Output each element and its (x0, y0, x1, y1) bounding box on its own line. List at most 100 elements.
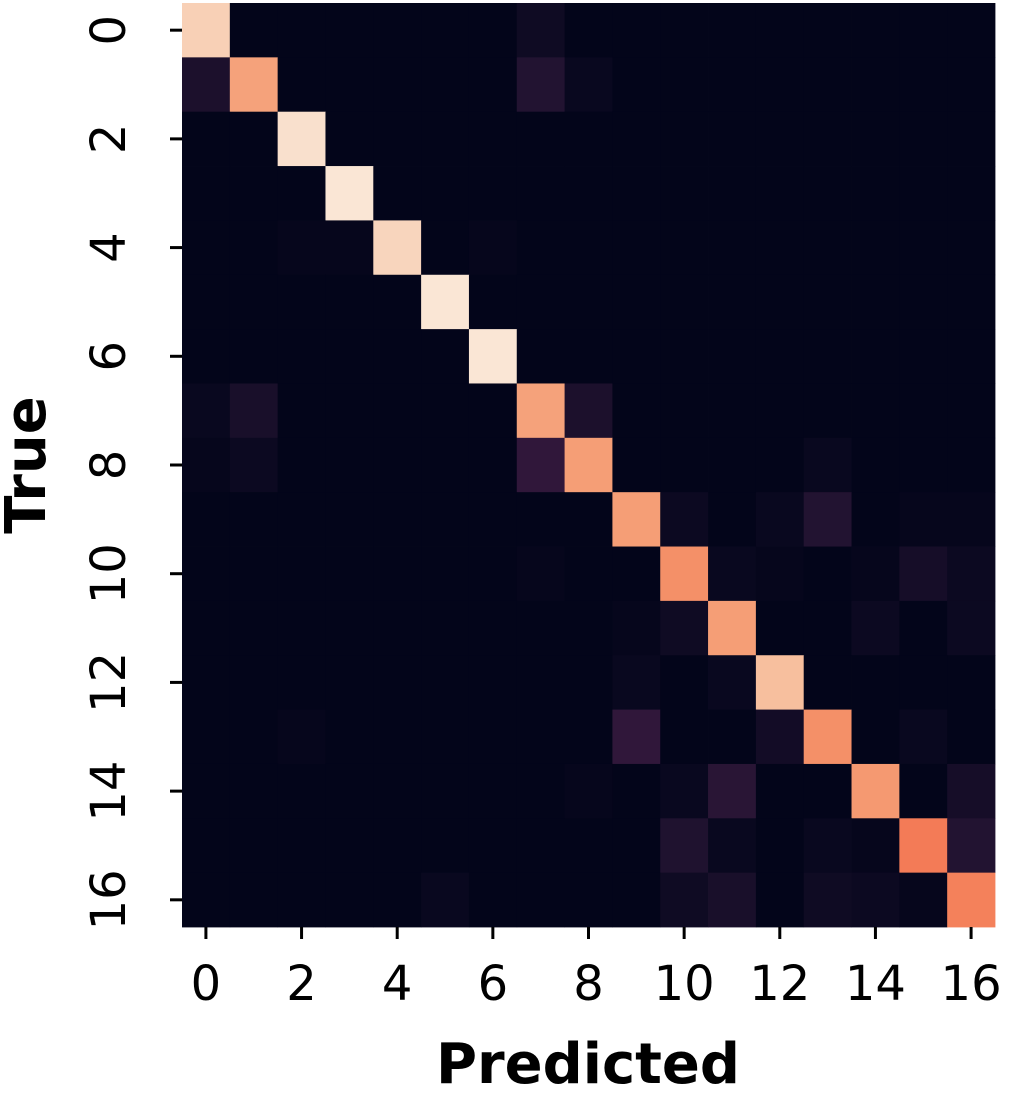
heatmap-cell (708, 383, 757, 439)
heatmap-cell (229, 383, 279, 439)
heatmap-cell (277, 709, 326, 765)
heatmap-cell (660, 220, 709, 276)
heatmap-cell (755, 872, 805, 928)
heatmap-cell (947, 274, 996, 330)
heatmap-cell (373, 3, 422, 58)
y-tick-label: 4 (81, 232, 137, 263)
heatmap-cell (755, 709, 805, 765)
heatmap-cell (755, 600, 805, 656)
heatmap-cell (182, 383, 231, 439)
heatmap-cell (708, 818, 757, 874)
heatmap-cell (708, 3, 757, 58)
heatmap-cell (851, 600, 900, 656)
heatmap-cell (564, 872, 613, 928)
heatmap-cell (421, 111, 470, 167)
heatmap-cell (899, 3, 948, 58)
heatmap-cell (564, 600, 613, 656)
heatmap-cell (947, 166, 996, 221)
heatmap-cell (947, 763, 996, 819)
heatmap-cell (182, 274, 231, 330)
heatmap-cell (851, 3, 900, 58)
heatmap-cell (421, 166, 470, 221)
heatmap-cell (468, 600, 518, 656)
heatmap-cell (660, 111, 709, 167)
heatmap-cell (564, 818, 613, 874)
heatmap-cell (612, 818, 661, 874)
heatmap-cell (373, 763, 422, 819)
heatmap-cell (803, 600, 852, 656)
heatmap-cell (851, 709, 900, 765)
heatmap-cell (803, 872, 852, 928)
heatmap-cell (899, 57, 948, 113)
heatmap-cell (325, 600, 374, 656)
heatmap-cell (660, 492, 709, 547)
heatmap-cell (182, 492, 231, 547)
heatmap-cell (660, 383, 709, 439)
heatmap-cell (851, 818, 900, 874)
heatmap-cell (803, 383, 852, 439)
heatmap-cell (708, 600, 757, 656)
heatmap-cell (564, 655, 613, 710)
heatmap-cell (182, 111, 231, 167)
heatmap-cell (468, 274, 518, 330)
heatmap-cell (182, 57, 231, 113)
heatmap-cell (229, 492, 279, 547)
heatmap-cell (325, 492, 374, 547)
heatmap-cell (899, 600, 948, 656)
heatmap-cell (660, 546, 709, 602)
heatmap-cell (899, 492, 948, 547)
heatmap-cell (612, 655, 661, 710)
heatmap-cell (516, 546, 565, 602)
heatmap-cell (612, 383, 661, 439)
heatmap-cell (755, 437, 805, 493)
heatmap-cell (325, 3, 374, 58)
heatmap-cell (803, 57, 852, 113)
heatmap-cell (182, 763, 231, 819)
heatmap-cell (373, 220, 422, 276)
heatmap-cell (516, 383, 565, 439)
heatmap-cell (325, 709, 374, 765)
heatmap-cell (516, 274, 565, 330)
heatmap-cell (947, 818, 996, 874)
heatmap-cell (325, 329, 374, 384)
heatmap-cell (947, 329, 996, 384)
heatmap-cell (564, 437, 613, 493)
heatmap-cell (421, 3, 470, 58)
heatmap-cell (421, 818, 470, 874)
heatmap-cell (373, 709, 422, 765)
heatmap-cell (277, 274, 326, 330)
heatmap-cell (755, 383, 805, 439)
heatmap-cell (229, 166, 279, 221)
heatmap-cell (755, 492, 805, 547)
heatmap-cell (851, 220, 900, 276)
heatmap-cell (229, 818, 279, 874)
heatmap-cell (277, 437, 326, 493)
heatmap-cell (851, 57, 900, 113)
heatmap-cell (851, 492, 900, 547)
heatmap-cell (851, 274, 900, 330)
heatmap-cell (612, 329, 661, 384)
heatmap-cell (708, 546, 757, 602)
heatmap-cell (421, 329, 470, 384)
heatmap-cell (325, 383, 374, 439)
heatmap-cell (755, 818, 805, 874)
heatmap-cell (612, 492, 661, 547)
heatmap-cell (325, 872, 374, 928)
heatmap-cell (755, 3, 805, 58)
heatmap-cell (899, 220, 948, 276)
heatmap-cell (660, 3, 709, 58)
heatmap-cell (564, 166, 613, 221)
heatmap-cell (612, 600, 661, 656)
heatmap-cell (468, 437, 518, 493)
heatmap-cell (277, 329, 326, 384)
heatmap-cell (947, 383, 996, 439)
y-tick-label: 16 (81, 869, 137, 930)
heatmap-cell (421, 763, 470, 819)
heatmap-cell (516, 3, 565, 58)
heatmap-cell (277, 111, 326, 167)
heatmap-cell (516, 763, 565, 819)
heatmap-cell (182, 600, 231, 656)
heatmap-cell (803, 709, 852, 765)
heatmap-cell (612, 709, 661, 765)
